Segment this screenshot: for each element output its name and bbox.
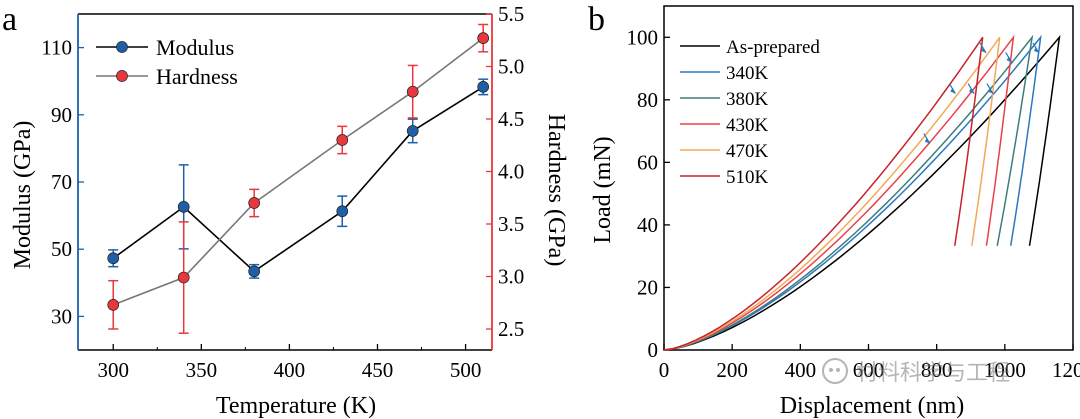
chart-a-data-point xyxy=(248,265,261,278)
chart-b-legend-label: 340K xyxy=(726,63,769,84)
chart-a-xlabel: Temperature (K) xyxy=(216,393,376,419)
chart-a-x-tick-label: 300 xyxy=(97,358,129,382)
chart-a-data-point xyxy=(248,197,261,209)
panel-label-a: a xyxy=(2,1,17,38)
chart-a-legend-label: Modulus xyxy=(156,35,234,60)
chart-b-annotation-arrowhead-icon xyxy=(987,87,993,94)
chart-b-legend-label: 430K xyxy=(726,115,769,136)
chart-b-annotation-arrowhead-icon xyxy=(924,137,930,144)
chart-a-y2-tick-label: 3.0 xyxy=(498,265,524,289)
chart-a-legend-marker xyxy=(116,70,128,82)
chart-b-x-tick-label: 600 xyxy=(853,358,885,382)
chart-b-y-tick-label: 60 xyxy=(637,150,658,174)
chart-a-x-tick-label: 350 xyxy=(186,358,218,382)
chart-b-x-tick-label: 800 xyxy=(921,358,953,382)
chart-a-data-point xyxy=(336,134,349,146)
chart-a-x-tick-label: 450 xyxy=(362,358,394,382)
chart-a-data-point xyxy=(477,81,490,93)
chart-a-data-point xyxy=(107,299,120,311)
chart-a-y2-tick-label: 4.0 xyxy=(498,160,524,184)
chart-a-y2-tick-label: 5.5 xyxy=(498,2,524,26)
watermark-text: 材料科学与工程 xyxy=(856,361,1011,386)
panel-label-b: b xyxy=(588,1,605,38)
chart-a-y2label: Hardness (GPa) xyxy=(543,114,569,267)
chart-a-y2-tick-label: 2.5 xyxy=(498,317,524,341)
chart-b-y-tick-label: 80 xyxy=(637,88,658,112)
chart-b-legend-label: 470K xyxy=(726,141,769,162)
chart-b-y-tick-label: 100 xyxy=(627,25,659,49)
chart-a-series-line-hardness xyxy=(112,37,484,306)
chart-b-legend-label: As-prepared xyxy=(726,37,820,58)
chart-b-legend-label: 510K xyxy=(726,167,769,188)
chart-b-annotation-arrowhead-icon xyxy=(1033,46,1039,53)
chart-a-data-point xyxy=(177,271,190,284)
chart-b-series-curve-380k xyxy=(663,34,1034,351)
chart-a-x-tick-label: 500 xyxy=(450,358,482,382)
chart-b-x-tick-label: 0 xyxy=(659,358,670,382)
chart-b-annotation-arrowhead-icon xyxy=(1006,56,1012,63)
chart-b-annotation-arrowhead-icon xyxy=(981,46,987,53)
chart-a-data-point xyxy=(406,85,419,98)
chart-b-series-curve-470k xyxy=(663,36,1001,351)
chart-a-data-point xyxy=(336,205,349,218)
chart-a-data-point xyxy=(406,125,419,137)
watermark: 材料科学与工程 xyxy=(822,356,1010,386)
chart-a-y2-tick-label: 3.5 xyxy=(498,212,524,236)
chart-a-y-tick-label: 110 xyxy=(41,36,72,60)
chart-a-series-line-modulus xyxy=(112,86,484,273)
chart-b-x-tick-label: 200 xyxy=(716,358,748,382)
chart-b-xlabel: Displacement (nm) xyxy=(780,393,965,419)
chart-a-y2-tick-label: 4.5 xyxy=(498,107,524,131)
chart-b-y-tick-label: 0 xyxy=(648,338,659,362)
chart-b-legend-label: 380K xyxy=(726,89,769,110)
chart-b-series-curve-430k xyxy=(663,34,1015,351)
chart-a-legend-label: Hardness xyxy=(156,64,238,89)
chart-a-ylabel: Modulus (GPa) xyxy=(10,121,36,270)
chart-a-y2-tick-label: 5.0 xyxy=(498,55,524,79)
chart-b-series-curve-340k xyxy=(663,34,1042,351)
chart-a-legend-marker xyxy=(116,41,128,53)
chart-b-x-tick-label: 400 xyxy=(785,358,817,382)
chart-a-plot: 300 350 400 450 500 30 50 70 90 110 2.5 3.0 3.5 4.0 4.… xyxy=(41,2,524,382)
chart-b-annotation-arrowhead-icon xyxy=(950,87,956,94)
chart-a-y-tick-label: 50 xyxy=(51,237,72,261)
chart-a-y-tick-label: 30 xyxy=(51,304,72,328)
chart-a-data-point xyxy=(107,252,120,265)
chart-a-data-point xyxy=(177,201,190,213)
chart-b-y-tick-label: 40 xyxy=(637,213,658,237)
chart-b-series-curve-as-prepared xyxy=(663,34,1061,351)
chart-b-y-tick-label: 20 xyxy=(637,275,658,299)
chart-a-x-tick-label: 400 xyxy=(274,358,306,382)
chart-b-series-curve-510k xyxy=(663,36,984,351)
chart-a-data-point xyxy=(477,32,490,45)
chart-b-x-tick-label: 1000 xyxy=(984,358,1026,382)
chart-a-y-tick-label: 90 xyxy=(51,103,72,127)
chart-b-annotation-arrowhead-icon xyxy=(969,87,975,94)
chart-a-y-tick-label: 70 xyxy=(51,170,72,194)
wechat-logo-icon xyxy=(822,358,848,384)
chart-b-ylabel: Load (mN) xyxy=(590,136,616,243)
